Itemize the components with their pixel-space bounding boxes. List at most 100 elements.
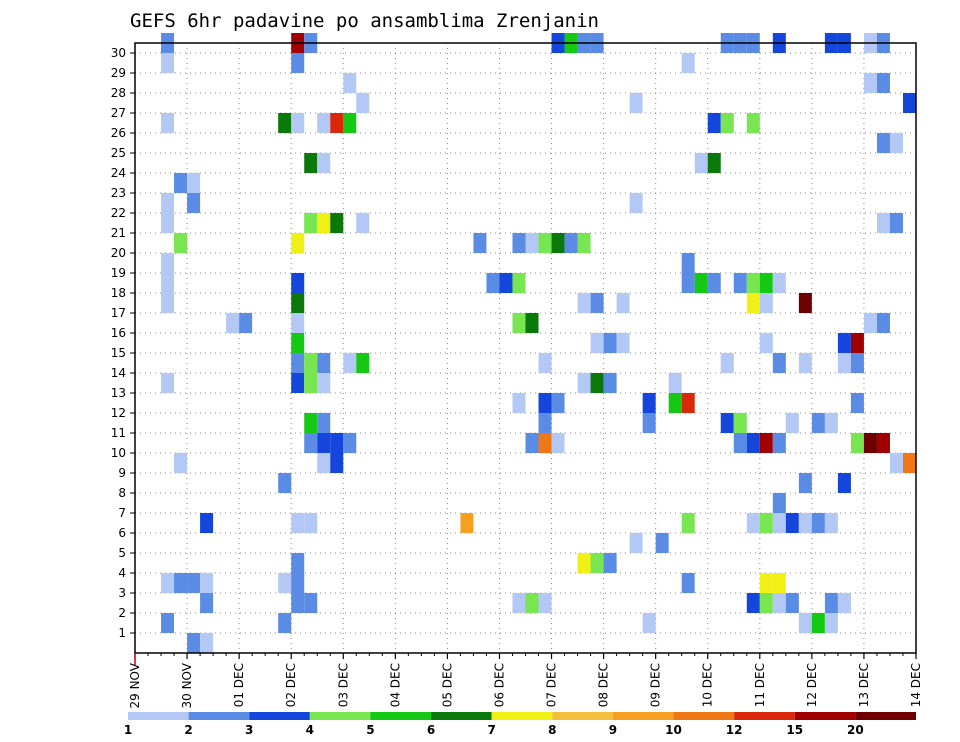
legend-swatch (673, 712, 735, 720)
heatmap-cell (343, 353, 357, 373)
heatmap-cell (772, 513, 786, 533)
heatmap-cell (161, 113, 175, 133)
heatmap-cell (629, 193, 643, 213)
legend-swatch (249, 712, 310, 720)
heatmap-cell (746, 433, 760, 453)
heatmap-cell (759, 513, 773, 533)
y-tick-label: 23 (111, 186, 126, 200)
heatmap-cell (538, 233, 552, 253)
heatmap-cell (720, 353, 734, 373)
heatmap-cell (889, 213, 903, 233)
heatmap-cell (759, 293, 773, 313)
y-tick-label: 30 (111, 46, 126, 60)
heatmap-cell (772, 353, 786, 373)
heatmap-cell (356, 213, 370, 233)
heatmap-cell (759, 333, 773, 353)
legend-swatch (431, 712, 492, 720)
heatmap-cell (824, 613, 838, 633)
heatmap-cell (317, 373, 331, 393)
heatmap-cell (772, 593, 786, 613)
heatmap-cell (330, 433, 344, 453)
x-tick-label: 30 NOV (180, 662, 194, 708)
heatmap-cell (304, 593, 318, 613)
heatmap-cell (720, 413, 734, 433)
chart-title: GEFS 6hr padavine po ansamblima Zrenjani… (130, 10, 599, 32)
heatmap-cell (460, 513, 474, 533)
heatmap-cell (642, 393, 656, 413)
heatmap-cell (200, 593, 214, 613)
heatmap-cell (343, 433, 357, 453)
x-tick-label: 02 DEC (284, 663, 298, 707)
heatmap-cell (538, 593, 552, 613)
heatmap-cell (616, 333, 630, 353)
heatmap-cell (590, 553, 604, 573)
x-tick-label: 03 DEC (336, 663, 350, 707)
heatmap-cell (772, 493, 786, 513)
heatmap-cell (512, 273, 526, 293)
heatmap-cell (278, 113, 292, 133)
heatmap-cell (824, 513, 838, 533)
legend-label: 15 (786, 723, 803, 737)
heatmap-cell (603, 553, 617, 573)
heatmap-cell (330, 213, 344, 233)
heatmap-cell (512, 313, 526, 333)
heatmap-cell (161, 293, 175, 313)
heatmap-cell (291, 513, 305, 533)
legend-label: 5 (366, 723, 374, 737)
y-tick-label: 11 (111, 426, 126, 440)
heatmap-cell (876, 73, 890, 93)
heatmap-cell (278, 573, 292, 593)
x-axis: 29 NOV 30 NOV 01 DEC 02 DEC 03 DEC 04 DEC 05 D… (128, 653, 923, 709)
heatmap-cell (200, 633, 214, 653)
x-tick-label: 06 DEC (492, 663, 506, 707)
legend-swatch (188, 712, 250, 720)
heatmap-cell (473, 233, 487, 253)
heatmap-cell (161, 613, 175, 633)
heatmap-cell (512, 233, 526, 253)
heatmap-cell (161, 273, 175, 293)
heatmap-cell (863, 433, 877, 453)
heatmap-cell (291, 273, 305, 293)
heatmap-cell (681, 273, 695, 293)
y-tick-label: 26 (111, 126, 126, 140)
y-tick-label: 20 (111, 246, 126, 260)
heatmap-cell (291, 113, 305, 133)
y-tick-label: 19 (111, 266, 126, 280)
legend-label: 8 (548, 723, 556, 737)
heatmap-cell (798, 353, 812, 373)
heatmap-cell (902, 453, 916, 473)
heatmap-cell (304, 413, 318, 433)
heatmap-cell (811, 413, 825, 433)
heatmap-cell (525, 433, 539, 453)
heatmap-cell (746, 593, 760, 613)
legend-label: 3 (245, 723, 253, 737)
heatmap-cell (668, 373, 682, 393)
y-tick-label: 21 (111, 226, 126, 240)
heatmap-cell (811, 613, 825, 633)
heatmap-cell (668, 393, 682, 413)
heatmap-cell (889, 453, 903, 473)
heatmap-cell (200, 513, 214, 533)
heatmap-cell (317, 153, 331, 173)
y-tick-label: 8 (118, 486, 126, 500)
heatmap-cell (564, 233, 578, 253)
legend-label: 7 (488, 723, 496, 737)
heatmap-cell (291, 53, 305, 73)
heatmap-cell (876, 433, 890, 453)
legend-swatch (612, 712, 674, 720)
heatmap-cell (330, 113, 344, 133)
heatmap-cell (161, 373, 175, 393)
heatmap-cell (590, 373, 604, 393)
heatmap-cell (226, 313, 240, 333)
heatmap-cell (707, 113, 721, 133)
heatmap-cell (798, 513, 812, 533)
x-tick-label: 29 NOV (128, 662, 142, 708)
heatmap-cell (577, 373, 591, 393)
legend-swatch (491, 712, 553, 720)
heatmap-cell (174, 173, 188, 193)
heatmap-cell (681, 53, 695, 73)
heatmap-cell (317, 113, 331, 133)
y-tick-label: 4 (118, 566, 126, 580)
legend-label: 20 (847, 723, 864, 737)
